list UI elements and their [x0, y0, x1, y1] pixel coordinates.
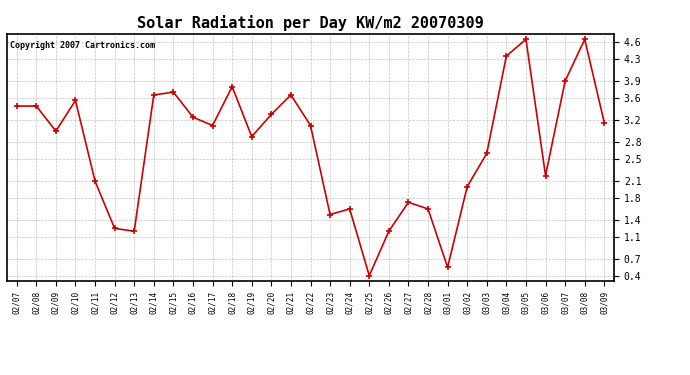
Text: Copyright 2007 Cartronics.com: Copyright 2007 Cartronics.com: [10, 41, 155, 50]
Title: Solar Radiation per Day KW/m2 20070309: Solar Radiation per Day KW/m2 20070309: [137, 15, 484, 31]
